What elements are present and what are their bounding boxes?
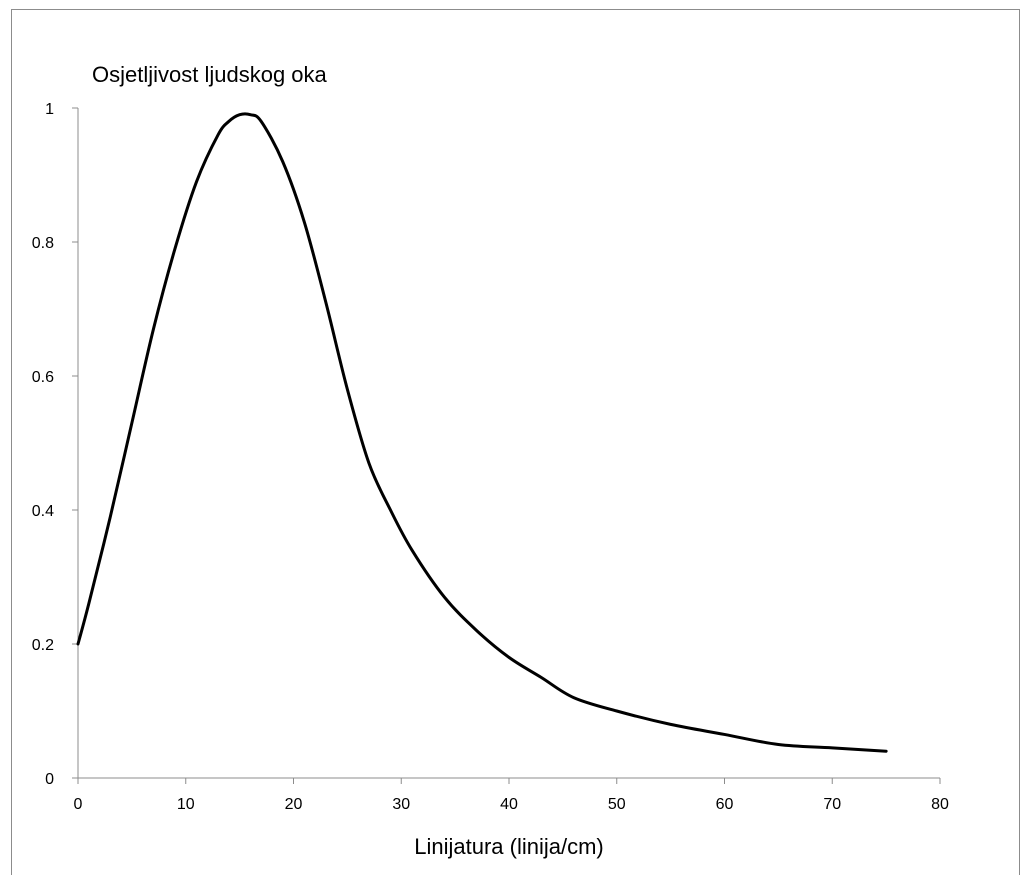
series-layer <box>76 112 888 753</box>
x-tick-label: 40 <box>500 796 518 813</box>
y-tick-label: 0.8 <box>32 235 54 252</box>
x-tick-label: 20 <box>285 796 303 813</box>
y-tick-label: 0.6 <box>32 369 54 386</box>
axes <box>77 108 940 779</box>
chart-title: Osjetljivost ljudskog oka <box>92 62 328 87</box>
x-tick-label: 10 <box>177 796 195 813</box>
series-line <box>76 112 888 753</box>
y-tick-label: 0 <box>45 771 54 788</box>
x-tick-label: 0 <box>74 796 83 813</box>
y-tick-label: 0.4 <box>32 503 54 520</box>
chart-frame <box>11 9 1020 875</box>
x-tick-label: 50 <box>608 796 626 813</box>
x-tick-label: 30 <box>392 796 410 813</box>
x-axis-label: Linijatura (linija/cm) <box>414 834 604 859</box>
x-tick-label: 60 <box>716 796 734 813</box>
x-tick-label: 80 <box>931 796 949 813</box>
x-tick-label: 70 <box>823 796 841 813</box>
y-tick-label: 0.2 <box>32 637 54 654</box>
ticks: 0 10 20 30 40 50 60 70 80 0 0.2 0.4 0.6 0.8 1 <box>32 101 949 813</box>
y-tick-label: 1 <box>45 101 54 118</box>
